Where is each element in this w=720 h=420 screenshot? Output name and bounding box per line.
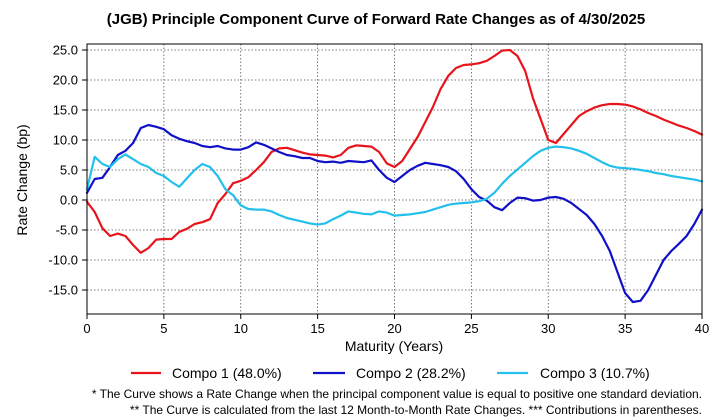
- x-tick-label: 40: [695, 321, 709, 336]
- legend: Compo 1 (48.0%) Compo 2 (28.2%) Compo 3 (1…: [131, 365, 650, 381]
- legend-label-compo-3: Compo 3 (10.7%): [540, 365, 650, 381]
- y-tick-label: 15.0: [53, 103, 78, 118]
- y-tick-label: 25.0: [53, 43, 78, 58]
- x-tick-label: 15: [310, 321, 324, 336]
- x-tick-label: 25: [464, 321, 478, 336]
- x-tick-label: 5: [160, 321, 167, 336]
- grid: [86, 44, 703, 314]
- y-tick-label: -10.0: [48, 253, 78, 268]
- plot-frame: [86, 43, 703, 315]
- legend-label-compo-2: Compo 2 (28.2%): [356, 365, 466, 381]
- axis-ticks: 0 5 10 15 20 25 30 35 40 -15.0 -10.0 -5.0 0.0 5.0 10.0…: [48, 43, 709, 337]
- footnote-1: * The Curve shows a Rate Change when the…: [91, 387, 702, 401]
- x-tick-label: 20: [387, 321, 401, 336]
- y-tick-label: 5.0: [60, 163, 78, 178]
- x-tick-label: 10: [234, 321, 248, 336]
- legend-label-compo-1: Compo 1 (48.0%): [172, 365, 282, 381]
- y-tick-label: -5.0: [56, 223, 78, 238]
- y-axis-label: Rate Change (bp): [14, 124, 30, 235]
- x-axis-label: Maturity (Years): [345, 338, 443, 354]
- chart-title: (JGB) Principle Component Curve of Forwa…: [107, 11, 645, 28]
- y-tick-label: 0.0: [60, 193, 78, 208]
- x-tick-label: 35: [618, 321, 632, 336]
- y-tick-label: 10.0: [53, 133, 78, 148]
- series-line-compo-1: [85, 48, 704, 254]
- x-tick-label: 30: [541, 321, 555, 336]
- y-tick-label: -15.0: [48, 283, 78, 298]
- x-tick-label: 0: [83, 321, 90, 336]
- series-line-compo-2: [85, 123, 704, 304]
- series-layer: [85, 48, 704, 304]
- footnote-2: ** The Curve is calculated from the last…: [129, 403, 702, 417]
- series-line-compo-3: [85, 145, 704, 226]
- y-tick-label: 20.0: [53, 73, 78, 88]
